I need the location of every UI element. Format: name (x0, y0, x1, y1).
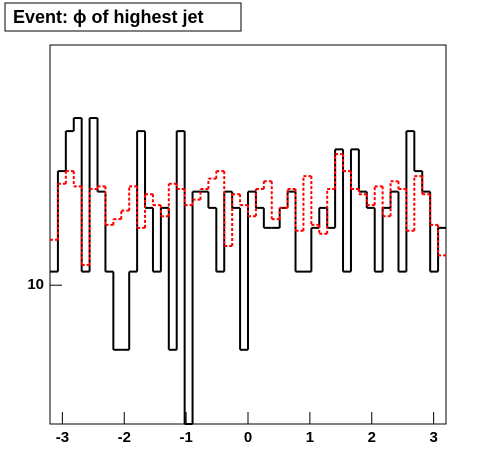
x-tick-label: 0 (244, 429, 252, 446)
x-tick-label: 1 (306, 429, 314, 446)
x-tick-label: 3 (429, 429, 437, 446)
x-tick-label: -2 (118, 429, 131, 446)
y-tick-label: 10 (27, 276, 44, 293)
x-tick-label: -1 (179, 429, 192, 446)
chart-title: Event: ϕ of highest jet (13, 7, 204, 27)
x-tick-label: 2 (368, 429, 376, 446)
title-box (4, 2, 242, 32)
x-tick-label: -3 (56, 429, 69, 446)
